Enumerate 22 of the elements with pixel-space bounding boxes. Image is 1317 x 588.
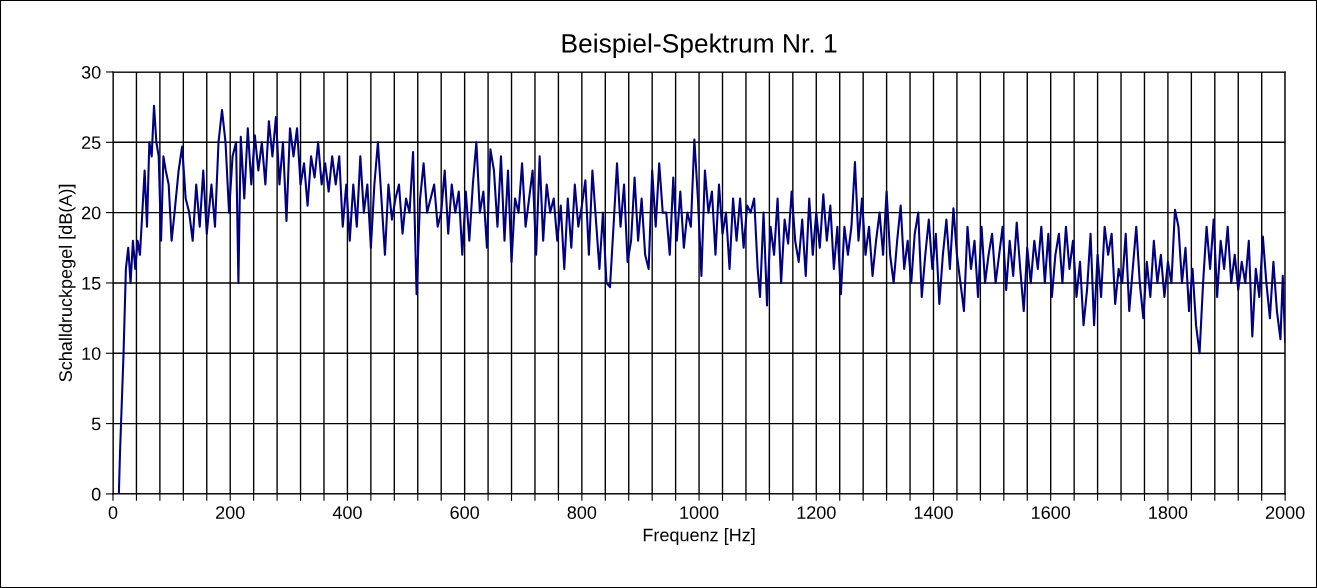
y-tick-label: 10: [82, 347, 101, 360]
y-tick-label: 20: [82, 206, 101, 220]
x-axis-title: Frequenz [Hz]: [643, 528, 755, 545]
x-tick-label: 1400: [914, 506, 953, 519]
y-tick-label: 15: [82, 277, 101, 290]
line-series: [117, 104, 1286, 494]
y-axis-title: Schalldruckpegel [dB(A)]: [58, 184, 76, 382]
x-tick-label: 800: [567, 506, 597, 519]
x-tick-label: 1800: [1149, 506, 1188, 519]
x-tick-label: 0: [108, 506, 118, 519]
x-tick-label: 400: [332, 506, 362, 519]
y-tick-label: 0: [91, 487, 101, 501]
x-tick-label: 1200: [797, 506, 836, 519]
x-tick-label: 2000: [1265, 506, 1305, 519]
x-tick-label: 600: [450, 506, 479, 519]
x-tick-label: 200: [216, 506, 245, 519]
x-tick-label: 1600: [1032, 506, 1071, 519]
chart-title: Beispiel-Spektrum Nr. 1: [562, 33, 837, 58]
x-tick-label: 1000: [680, 506, 719, 519]
y-tick-label: 5: [91, 417, 101, 431]
y-tick-label: 25: [82, 136, 101, 150]
y-tick-label: 30: [81, 65, 101, 79]
